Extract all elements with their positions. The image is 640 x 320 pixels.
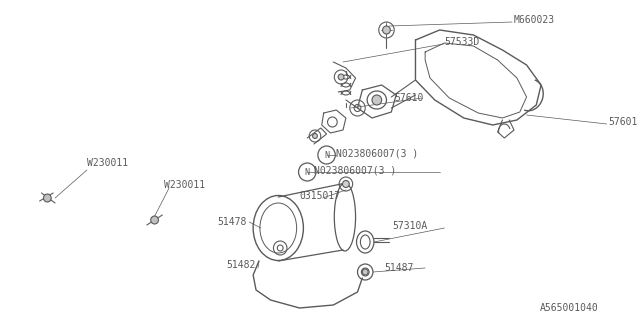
Circle shape — [338, 74, 344, 80]
Text: 51487: 51487 — [385, 263, 414, 273]
Text: 51482: 51482 — [227, 260, 256, 270]
Text: 51478: 51478 — [217, 217, 246, 227]
Circle shape — [151, 216, 159, 224]
Text: 57533D: 57533D — [444, 37, 480, 47]
Text: N: N — [324, 150, 329, 159]
Circle shape — [342, 180, 349, 188]
Circle shape — [312, 133, 317, 139]
Text: M660023: M660023 — [514, 15, 555, 25]
Circle shape — [383, 26, 390, 34]
Text: W230011: W230011 — [87, 158, 128, 168]
Text: 57610: 57610 — [394, 93, 423, 103]
Text: A565001040: A565001040 — [540, 303, 599, 313]
Text: N023806007(3 ): N023806007(3 ) — [336, 148, 419, 158]
Circle shape — [362, 269, 368, 275]
Text: N023806007(3 ): N023806007(3 ) — [314, 165, 396, 175]
Text: W230011: W230011 — [164, 180, 205, 190]
Text: 0315017: 0315017 — [300, 191, 340, 201]
Text: 57601: 57601 — [609, 117, 638, 127]
Text: 57310A: 57310A — [392, 221, 428, 231]
Circle shape — [44, 194, 51, 202]
Text: N: N — [305, 167, 310, 177]
Circle shape — [372, 95, 381, 105]
